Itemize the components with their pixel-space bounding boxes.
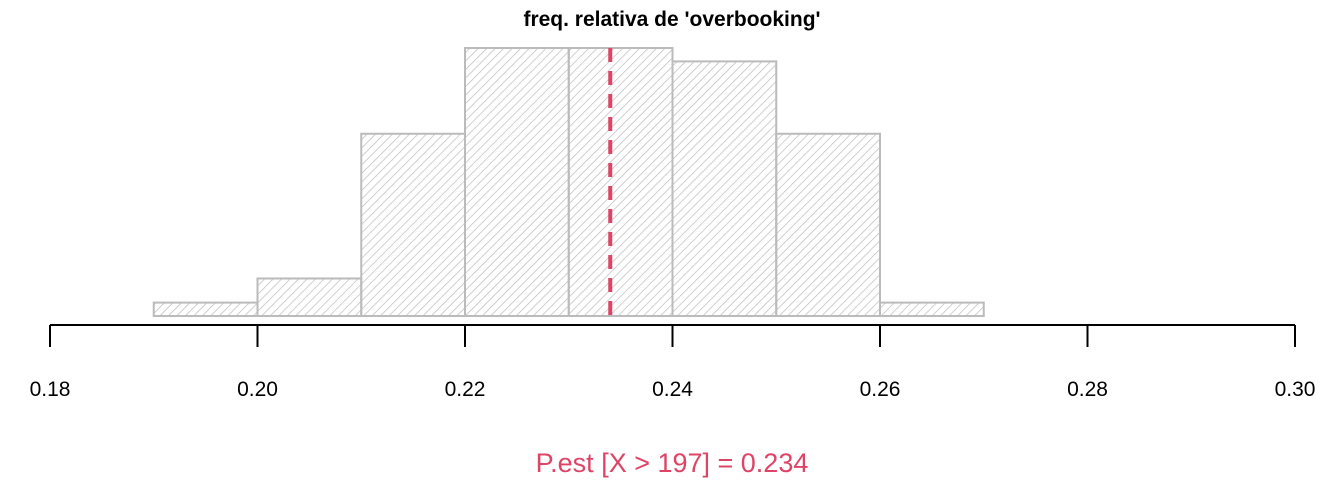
- x-tick-label-1: 0.20: [237, 378, 278, 401]
- histogram-bar-4: [567, 47, 674, 317]
- x-tick-label-6: 0.30: [1275, 378, 1316, 401]
- histogram-bar-2: [360, 132, 466, 317]
- histogram-bar-1: [256, 277, 363, 318]
- x-tick-label-5: 0.28: [1067, 378, 1108, 401]
- x-tick-label-3: 0.24: [652, 378, 693, 401]
- x-tick-label-0: 0.18: [30, 378, 71, 401]
- x-axis: 0.18 0.20 0.22 0.24 0.26 0.28 0.30: [30, 324, 1316, 401]
- histogram-bar-6: [775, 132, 881, 317]
- histogram-bar-3: [464, 47, 570, 317]
- x-tick-label-2: 0.22: [445, 378, 486, 401]
- chart-title: freq. relativa de 'overbooking': [523, 8, 820, 31]
- x-axis-label: P.est [X > 197] = 0.234: [536, 448, 809, 478]
- x-tick-label-4: 0.26: [860, 378, 901, 401]
- histogram-bar-7: [879, 301, 985, 318]
- histogram-bar-0: [152, 301, 259, 318]
- histogram-bar-5: [671, 60, 778, 318]
- histogram-bars: [152, 47, 985, 318]
